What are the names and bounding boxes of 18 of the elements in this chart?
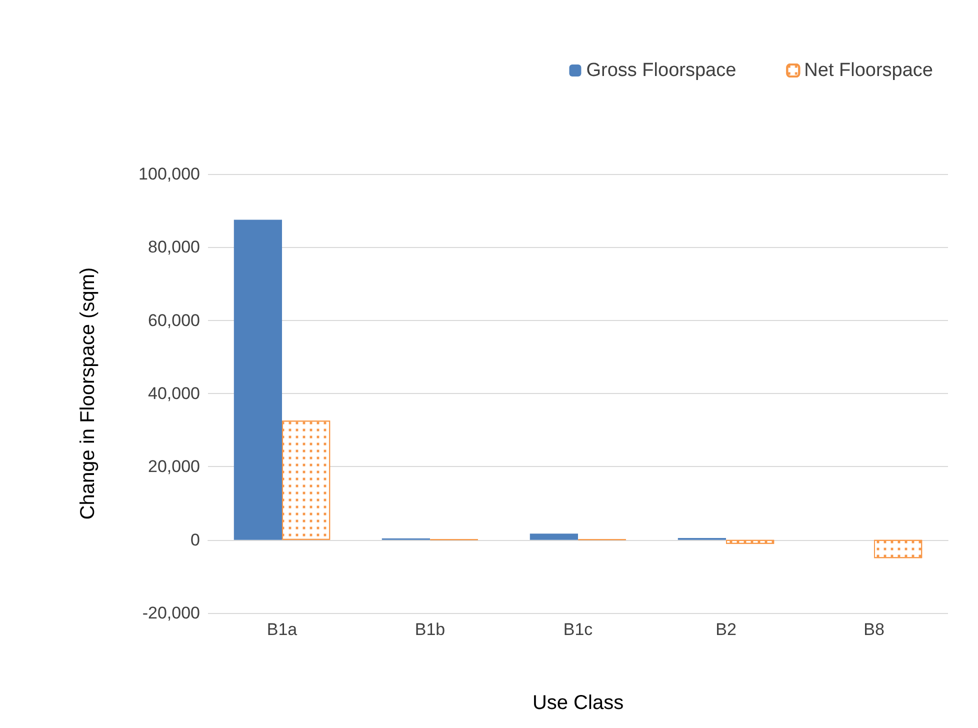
y-tick-label: -20,000 — [142, 604, 200, 622]
y-tick-label: 40,000 — [148, 384, 200, 403]
bar — [530, 534, 578, 540]
x-tick-label: B1c — [563, 620, 594, 639]
x-axis-title: Use Class — [532, 692, 624, 714]
y-tick-label: 20,000 — [148, 457, 200, 476]
y-tick-label: 60,000 — [148, 310, 200, 330]
legend-label: Gross Floorspace — [586, 60, 736, 81]
y-axis-title: Change in Floorspace (sqm) — [77, 267, 99, 520]
x-tick-label: B2 — [716, 620, 736, 639]
x-tick-label: B1a — [266, 620, 298, 639]
x-tick-label: B1b — [414, 620, 446, 639]
y-tick-label: 0 — [190, 530, 200, 550]
y-tick-label: 100,000 — [138, 164, 200, 184]
y-tick-label: 80,000 — [148, 238, 200, 257]
legend-label: Net Floorspace — [804, 60, 934, 81]
bar — [234, 220, 282, 540]
x-tick-label: B8 — [864, 620, 884, 639]
